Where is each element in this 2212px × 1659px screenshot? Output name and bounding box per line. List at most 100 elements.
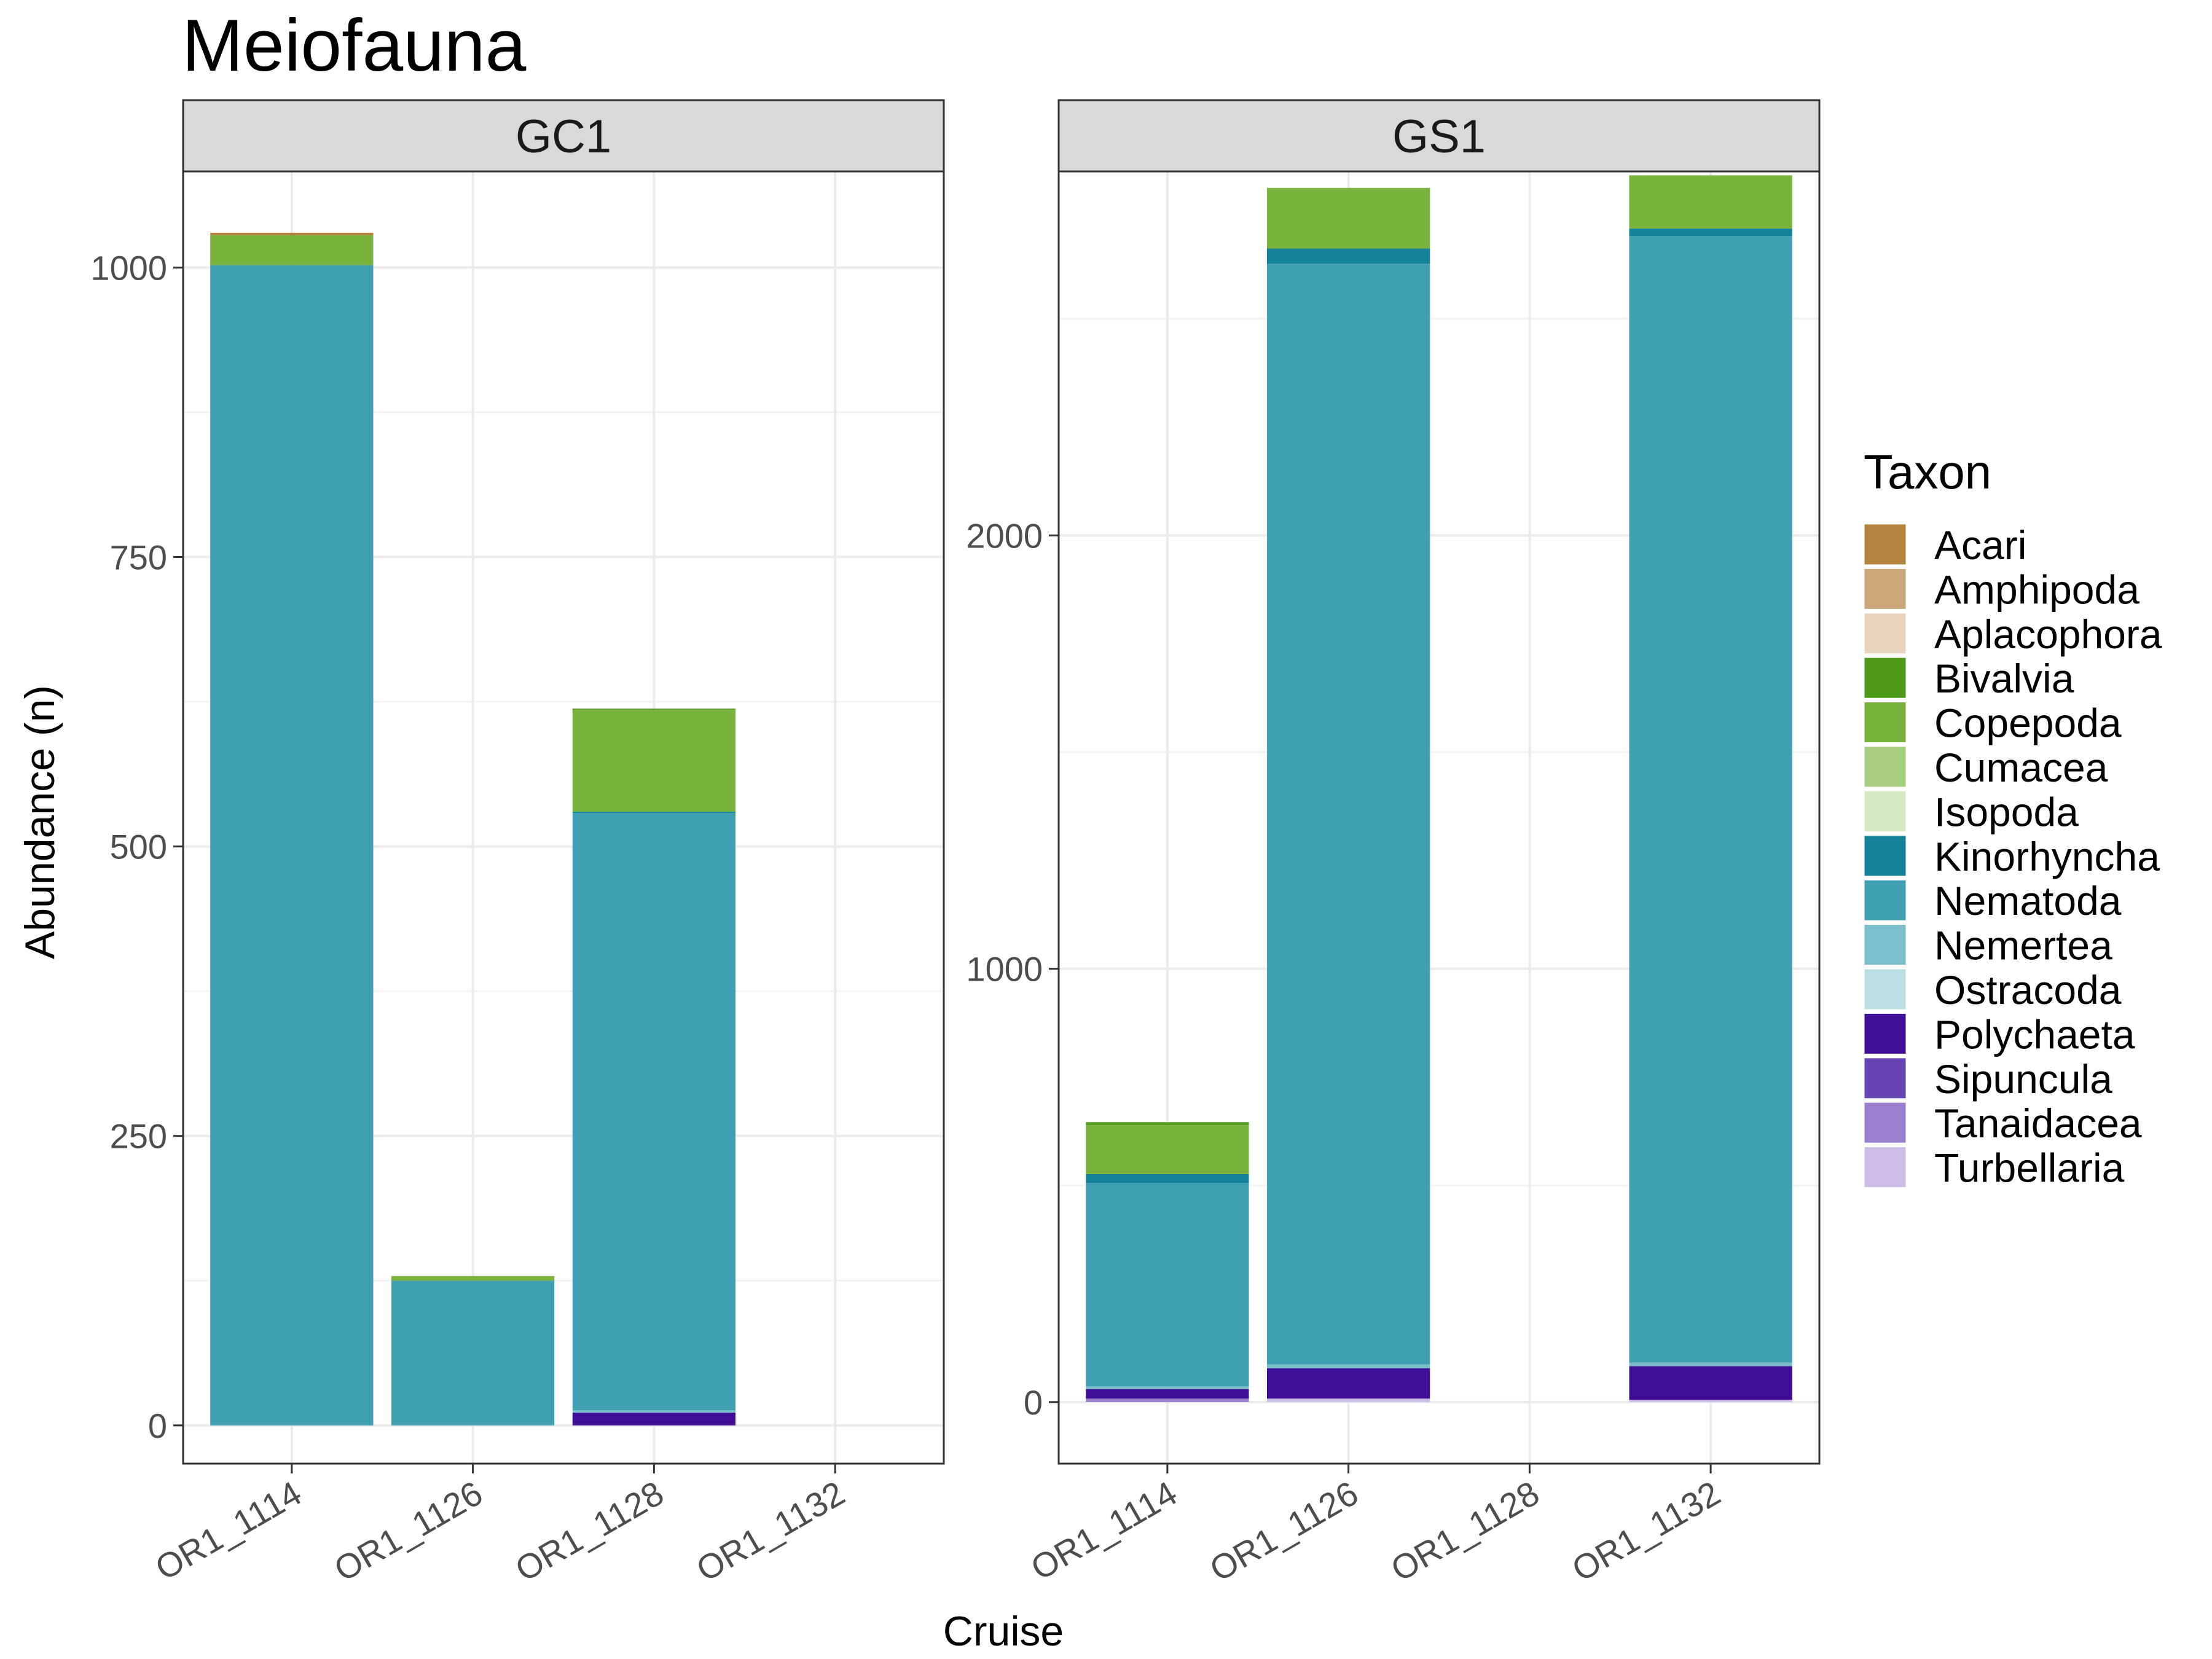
bar-nemertea	[572, 1410, 736, 1413]
legend-label: Amphipoda	[1934, 567, 2139, 612]
bar-nemertea	[1629, 1362, 1792, 1367]
legend-key	[1862, 567, 1908, 611]
bar-nematoda	[210, 265, 374, 1426]
legend-label: Copepoda	[1934, 700, 2122, 746]
y-tick-label: 250	[110, 1117, 167, 1156]
legend-key	[1862, 745, 1908, 789]
panel-gs1: GS1 0 1000 2000 OR1_1114 OR1_1126 OR1_1128 OR1_…	[966, 99, 1821, 1589]
legend-key	[1862, 611, 1908, 656]
y-tick-label: 0	[1024, 1383, 1043, 1422]
x-tick-label: OR1_1132	[1566, 1473, 1727, 1589]
legend-item-turbellaria: Turbellaria	[1862, 1145, 2125, 1191]
panel-gc1: GC1 0 250 500 750 1000 OR1_1114 OR1_1126 OR1_112…	[90, 99, 945, 1589]
y-tick-label: 1000	[966, 950, 1043, 989]
y-tick-label: 750	[110, 538, 167, 577]
legend-label: Acari	[1934, 522, 2026, 568]
legend-label: Nemertea	[1934, 923, 2112, 968]
x-tick-label: OR1_1126	[327, 1473, 488, 1589]
bar-kinorhyncha	[1086, 1174, 1249, 1183]
legend-item-amphipoda: Amphipoda	[1862, 567, 2139, 612]
bar-kinorhyncha	[1629, 229, 1792, 237]
legend-item-polychaeta: Polychaeta	[1862, 1011, 2135, 1057]
legend-key	[1862, 967, 1908, 1011]
x-tick-label: OR1_1114	[1024, 1473, 1183, 1588]
legend-items: AcariAmphipodaAplacophoraBivalviaCopepod…	[1862, 522, 2162, 1191]
bar-bivalvia	[1086, 1122, 1249, 1126]
legend-label: Polychaeta	[1934, 1011, 2135, 1057]
bar-turbellaria	[1629, 1400, 1792, 1402]
bar-nematoda	[1629, 236, 1792, 1363]
legend-label: Sipuncula	[1934, 1056, 2112, 1102]
bar-stack-or1-1126	[391, 1276, 555, 1426]
legend-label: Cumacea	[1934, 745, 2108, 790]
bar-polychaeta	[1266, 1368, 1430, 1399]
legend-item-tanaidacea: Tanaidacea	[1862, 1100, 2142, 1146]
legend-key	[1862, 878, 1908, 922]
legend-item-aplacophora: Aplacophora	[1862, 611, 2162, 657]
legend-label: Bivalvia	[1934, 656, 2074, 701]
x-tick-label: OR1_1128	[509, 1473, 670, 1589]
legend-item-cumacea: Cumacea	[1862, 745, 2108, 790]
legend-key	[1862, 834, 1908, 878]
y-tick-label: 500	[110, 828, 167, 866]
bar-stack-or1-1114	[1086, 1122, 1249, 1402]
facet-strip	[1057, 99, 1821, 173]
bar-polychaeta	[1629, 1366, 1792, 1400]
bar-nemertea	[1086, 1386, 1249, 1389]
legend-key	[1862, 1100, 1908, 1145]
bar-kinorhyncha	[572, 812, 736, 813]
bar-copepoda	[210, 235, 374, 265]
legend-label: Aplacophora	[1934, 611, 2162, 657]
legend-key	[1862, 1056, 1908, 1100]
bar-stack-or1-1128	[572, 708, 736, 1426]
legend-title: Taxon	[1864, 445, 1991, 499]
bar-stack-or1-1114	[210, 232, 374, 1426]
legend-item-sipuncula: Sipuncula	[1862, 1056, 2112, 1102]
x-tick-label: OR1_1114	[149, 1473, 308, 1588]
x-tick-label: OR1_1132	[690, 1473, 851, 1589]
bar-nematoda	[391, 1281, 555, 1426]
bar-stack-or1-1126	[1266, 187, 1430, 1402]
legend-label: Kinorhyncha	[1934, 834, 2160, 879]
bar-copepoda	[391, 1276, 555, 1281]
bar-turbellaria	[1266, 1398, 1430, 1402]
legend-item-nematoda: Nematoda	[1862, 878, 2122, 924]
bar-acari	[210, 232, 374, 235]
bar-stack-or1-1132	[1629, 175, 1792, 1402]
legend-item-bivalvia: Bivalvia	[1862, 656, 2074, 701]
bar-nematoda	[1086, 1183, 1249, 1387]
legend-key	[1862, 1145, 1908, 1190]
bar-nematoda	[572, 812, 736, 1411]
legend-item-copepoda: Copepoda	[1862, 700, 2122, 746]
y-tick-label: 2000	[966, 516, 1043, 555]
facet-strip-label: GC1	[516, 111, 611, 163]
facet-strip	[182, 99, 945, 173]
y-tick-label: 1000	[90, 248, 167, 287]
legend-item-ostracoda: Ostracoda	[1862, 967, 2122, 1013]
bar-nematoda	[1266, 264, 1430, 1365]
bar-copepoda	[1086, 1125, 1249, 1174]
legend-label: Nematoda	[1934, 878, 2122, 924]
legend-label: Tanaidacea	[1934, 1100, 2142, 1146]
bar-polychaeta	[572, 1413, 736, 1426]
bar-tanaidacea	[1086, 1398, 1249, 1402]
legend-key	[1862, 522, 1908, 567]
legend-key	[1862, 789, 1908, 833]
legend-key	[1862, 656, 1908, 700]
chart-title: Meiofauna	[182, 4, 527, 87]
x-axis-title: Cruise	[943, 1608, 1064, 1655]
legend-item-isopoda: Isopoda	[1862, 789, 2079, 834]
bar-nemertea	[1266, 1364, 1430, 1368]
bar-copepoda	[1266, 187, 1430, 249]
bar-copepoda	[1629, 175, 1792, 229]
legend-label: Isopoda	[1934, 789, 2079, 834]
x-tick-label: OR1_1128	[1384, 1473, 1545, 1589]
legend-item-kinorhyncha: Kinorhyncha	[1862, 834, 2160, 879]
y-axis-title: Abundance (n)	[17, 685, 63, 959]
legend: Taxon AcariAmphipodaAplacophoraBivalviaC…	[1862, 445, 2162, 1191]
legend-key	[1862, 923, 1908, 967]
legend-item-acari: Acari	[1862, 522, 2026, 568]
y-tick-label: 0	[148, 1406, 167, 1445]
